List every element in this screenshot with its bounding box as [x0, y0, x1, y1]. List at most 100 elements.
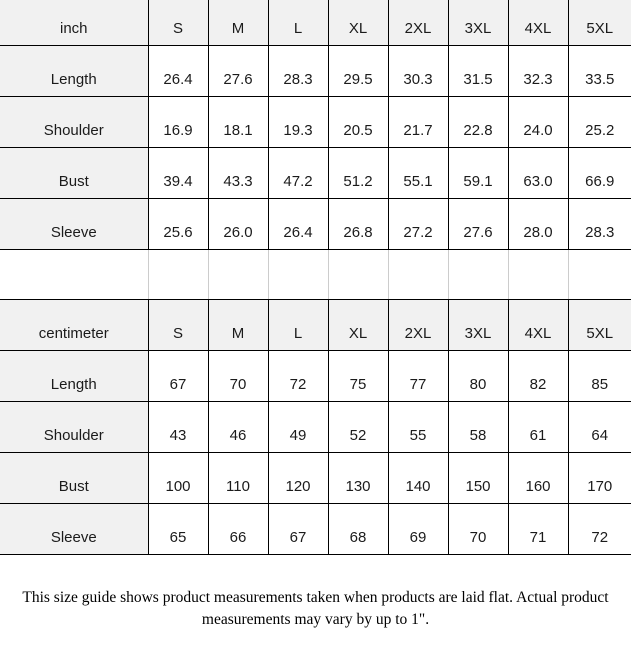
separator-cell — [207, 248, 269, 300]
header-row-centimeter: centimeter S M L XL 2XL 3XL 4XL 5XL — [0, 298, 631, 351]
measurement-value: 120 — [267, 451, 329, 504]
measurement-value: 150 — [447, 451, 509, 504]
measurement-value: 70 — [207, 349, 269, 402]
size-column-header: 4XL — [507, 0, 569, 46]
size-column-header: 3XL — [447, 0, 509, 46]
measurement-value: 72 — [267, 349, 329, 402]
size-column-header: 3XL — [447, 298, 509, 351]
measurement-value: 46 — [207, 400, 269, 453]
size-column-header: 2XL — [387, 298, 449, 351]
measurement-value: 77 — [387, 349, 449, 402]
measurement-label: Sleeve — [0, 197, 149, 250]
measurement-row-shoulder-centimeter: Shoulder 43 46 49 52 55 58 61 64 — [0, 400, 631, 453]
measurement-value: 21.7 — [387, 95, 449, 148]
separator-cell — [327, 248, 389, 300]
separator-cell — [0, 248, 149, 300]
measurement-value: 140 — [387, 451, 449, 504]
separator-cell — [567, 248, 631, 300]
measurement-row-length-inch: Length 26.4 27.6 28.3 29.5 30.3 31.5 32.3 33.5 — [0, 44, 631, 97]
measurement-value: 100 — [147, 451, 209, 504]
measurement-value: 27.6 — [447, 197, 509, 250]
measurement-value: 110 — [207, 451, 269, 504]
measurement-row-length-centimeter: Length 67 70 72 75 77 80 82 85 — [0, 349, 631, 402]
size-column-header: S — [147, 298, 209, 351]
measurement-value: 64 — [567, 400, 631, 453]
size-guide: inch S M L XL 2XL 3XL 4XL 5XL Length 26.4 27.6 28.3 2… — [0, 0, 631, 628]
measurement-value: 68 — [327, 502, 389, 555]
separator-cell — [387, 248, 449, 300]
measurement-value: 26.8 — [327, 197, 389, 250]
size-table-body: inch S M L XL 2XL 3XL 4XL 5XL Length 26.4 27.6 28.3 2… — [0, 0, 631, 555]
measurement-value: 26.0 — [207, 197, 269, 250]
measurement-value: 51.2 — [327, 146, 389, 199]
measurement-value: 16.9 — [147, 95, 209, 148]
measurement-label: Length — [0, 349, 149, 402]
measurement-value: 33.5 — [567, 44, 631, 97]
measurement-value: 58 — [447, 400, 509, 453]
size-column-header: XL — [327, 298, 389, 351]
measurement-value: 55.1 — [387, 146, 449, 199]
separator-row — [0, 248, 631, 300]
measurement-value: 170 — [567, 451, 631, 504]
measurement-value: 65 — [147, 502, 209, 555]
measurement-value: 70 — [447, 502, 509, 555]
measurement-value: 66 — [207, 502, 269, 555]
measurement-label: Bust — [0, 451, 149, 504]
measurement-value: 66.9 — [567, 146, 631, 199]
measurement-value: 18.1 — [207, 95, 269, 148]
measurement-value: 71 — [507, 502, 569, 555]
measurement-value: 30.3 — [387, 44, 449, 97]
measurement-value: 26.4 — [147, 44, 209, 97]
measurement-label: Shoulder — [0, 400, 149, 453]
measurement-value: 32.3 — [507, 44, 569, 97]
measurement-label: Sleeve — [0, 502, 149, 555]
measurement-value: 69 — [387, 502, 449, 555]
size-column-header: L — [267, 298, 329, 351]
measurement-value: 24.0 — [507, 95, 569, 148]
measurement-value: 82 — [507, 349, 569, 402]
size-column-header: XL — [327, 0, 389, 46]
separator-cell — [147, 248, 209, 300]
size-column-header: L — [267, 0, 329, 46]
measurement-label: Length — [0, 44, 149, 97]
measurement-value: 130 — [327, 451, 389, 504]
size-column-header: 5XL — [567, 298, 631, 351]
unit-label: centimeter — [0, 298, 149, 351]
measurement-row-bust-centimeter: Bust 100 110 120 130 140 150 160 170 — [0, 451, 631, 504]
measurement-value: 61 — [507, 400, 569, 453]
measurement-value: 47.2 — [267, 146, 329, 199]
measurement-value: 27.6 — [207, 44, 269, 97]
measurement-value: 43 — [147, 400, 209, 453]
measurement-value: 29.5 — [327, 44, 389, 97]
measurement-value: 72 — [567, 502, 631, 555]
size-column-header: S — [147, 0, 209, 46]
measurement-value: 25.6 — [147, 197, 209, 250]
size-column-header: M — [207, 298, 269, 351]
measurement-value: 160 — [507, 451, 569, 504]
measurement-value: 28.0 — [507, 197, 569, 250]
header-row-inch: inch S M L XL 2XL 3XL 4XL 5XL — [0, 0, 631, 46]
measurement-value: 55 — [387, 400, 449, 453]
measurement-value: 28.3 — [267, 44, 329, 97]
size-table: inch S M L XL 2XL 3XL 4XL 5XL Length 26.4 27.6 28.3 2… — [0, 0, 631, 555]
measurement-value: 31.5 — [447, 44, 509, 97]
measurement-value: 43.3 — [207, 146, 269, 199]
measurement-row-sleeve-centimeter: Sleeve 65 66 67 68 69 70 71 72 — [0, 502, 631, 555]
measurement-value: 22.8 — [447, 95, 509, 148]
unit-label: inch — [0, 0, 149, 46]
measurement-row-bust-inch: Bust 39.4 43.3 47.2 51.2 55.1 59.1 63.0 66.9 — [0, 146, 631, 199]
measurement-value: 80 — [447, 349, 509, 402]
separator-cell — [267, 248, 329, 300]
size-column-header: 2XL — [387, 0, 449, 46]
measurement-value: 59.1 — [447, 146, 509, 199]
size-column-header: 5XL — [567, 0, 631, 46]
measurement-value: 67 — [267, 502, 329, 555]
separator-cell — [447, 248, 509, 300]
measurement-value: 25.2 — [567, 95, 631, 148]
measurement-row-sleeve-inch: Sleeve 25.6 26.0 26.4 26.8 27.2 27.6 28.0 28.3 — [0, 197, 631, 250]
size-column-header: M — [207, 0, 269, 46]
measurement-value: 49 — [267, 400, 329, 453]
measurement-value: 27.2 — [387, 197, 449, 250]
measurement-value: 26.4 — [267, 197, 329, 250]
measurement-value: 19.3 — [267, 95, 329, 148]
